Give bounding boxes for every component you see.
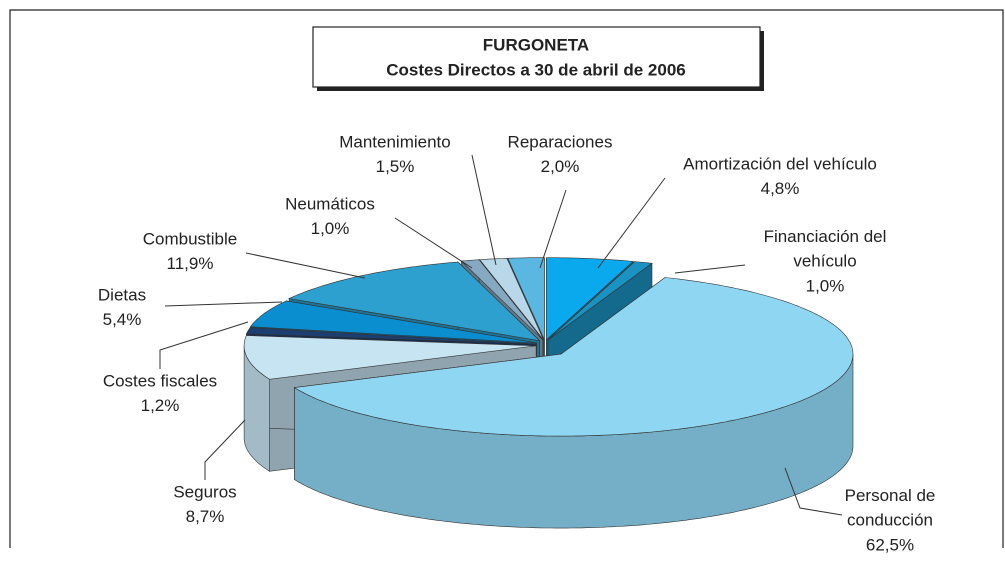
leader-line: [539, 189, 567, 269]
leader-line: [674, 264, 746, 274]
value-label: 1,2%: [141, 396, 180, 415]
slice-label: Combustible: [143, 229, 238, 248]
slice-label: Reparaciones: [508, 132, 613, 151]
slice: [293, 277, 854, 437]
slice-label: Dietas: [98, 285, 146, 304]
leader-line: [159, 321, 249, 369]
slice: [249, 300, 537, 344]
value-label: 2,0%: [541, 157, 580, 176]
chart-title: FURGONETA: [483, 35, 589, 54]
value-label: 1,5%: [376, 157, 415, 176]
value-label: 5,4%: [103, 310, 142, 329]
title-box: [312, 26, 761, 88]
value-label: 8,7%: [186, 507, 225, 526]
slice-label: Amortización del vehículo: [683, 154, 877, 173]
slice: [479, 257, 544, 340]
frame: [9, 9, 1004, 548]
slice: [507, 257, 545, 340]
slice-label: Costes fiscales: [103, 371, 217, 390]
value-label: 1,0%: [311, 219, 350, 238]
slice: [547, 261, 653, 341]
leader-line: [784, 467, 843, 516]
slice: [245, 327, 537, 345]
slice: [288, 261, 541, 342]
slice: [243, 335, 537, 380]
leader-line: [204, 419, 246, 480]
value-label: 62,5%: [866, 535, 914, 554]
slice: [546, 257, 634, 341]
slice-label: Neumáticos: [285, 194, 375, 213]
slice-label: Financiación del vehículo: [764, 227, 887, 271]
leader-line: [597, 177, 666, 269]
leader-line: [164, 301, 283, 307]
leader-line: [394, 217, 473, 269]
leader-line: [471, 154, 497, 266]
slice-label: Seguros: [173, 482, 236, 501]
value-label: 11,9%: [167, 254, 214, 273]
value-label: 1,0%: [806, 276, 845, 295]
value-label: 4,8%: [761, 179, 800, 198]
slice-label: Personal de conducción: [845, 486, 936, 530]
leader-line: [245, 252, 366, 279]
chart-subtitle: Costes Directos a 30 de abril de 2006: [386, 60, 686, 79]
slice-label: Mantenimiento: [339, 132, 451, 151]
